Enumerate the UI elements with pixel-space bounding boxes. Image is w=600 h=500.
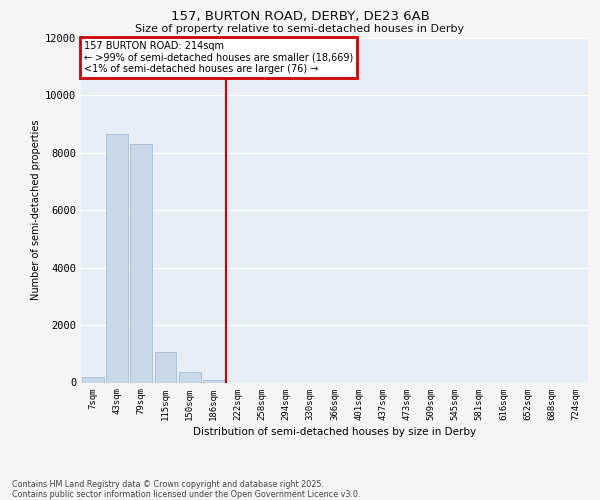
Y-axis label: Number of semi-detached properties: Number of semi-detached properties [31,120,41,300]
Bar [155,352,176,382]
Text: Size of property relative to semi-detached houses in Derby: Size of property relative to semi-detach… [136,24,464,34]
Bar [203,380,224,382]
Bar [179,372,200,382]
Text: 157 BURTON ROAD: 214sqm
← >99% of semi-detached houses are smaller (18,669)
<1% : 157 BURTON ROAD: 214sqm ← >99% of semi-d… [83,41,353,74]
Bar [82,377,104,382]
Bar [130,144,152,382]
X-axis label: Distribution of semi-detached houses by size in Derby: Distribution of semi-detached houses by … [193,426,476,436]
Text: Contains HM Land Registry data © Crown copyright and database right 2025.
Contai: Contains HM Land Registry data © Crown c… [12,480,361,499]
Bar [106,134,128,382]
Text: 157, BURTON ROAD, DERBY, DE23 6AB: 157, BURTON ROAD, DERBY, DE23 6AB [170,10,430,23]
